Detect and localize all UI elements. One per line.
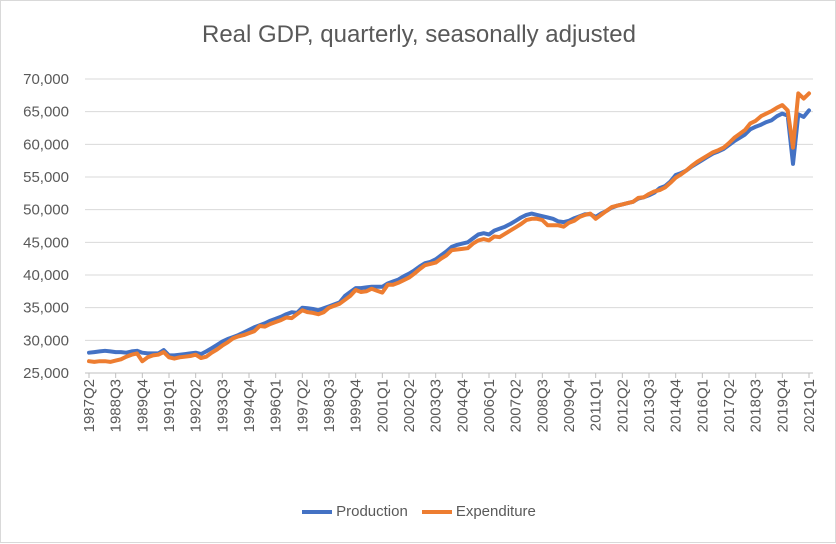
y-tick-label: 35,000 [23, 300, 69, 317]
series-line-expenditure [89, 93, 809, 362]
x-tick-label: 2018Q3 [748, 379, 765, 432]
x-tick-label: 2011Q1 [588, 379, 605, 431]
legend-label-expenditure: Expenditure [456, 503, 536, 520]
x-tick-label: 1994Q4 [241, 379, 258, 432]
legend-swatch-expenditure [422, 510, 452, 514]
x-tick-label: 1989Q4 [134, 379, 151, 432]
y-tick-label: 70,000 [23, 71, 69, 88]
y-tick-label: 65,000 [23, 104, 69, 121]
x-tick-label: 1987Q2 [81, 379, 98, 432]
x-tick-label: 2021Q1 [801, 379, 818, 432]
legend-item-expenditure: Expenditure [422, 503, 536, 520]
y-tick-label: 25,000 [23, 365, 69, 382]
x-tick-label: 2014Q4 [668, 379, 685, 432]
x-tick-label: 2019Q4 [774, 379, 791, 432]
x-tick-label: 2001Q1 [374, 379, 391, 432]
x-tick-label: 2002Q2 [401, 379, 418, 432]
y-tick-label: 60,000 [23, 136, 69, 153]
x-tick-label: 2004Q4 [454, 379, 471, 432]
legend-item-production: Production [302, 503, 408, 520]
x-tick-label: 1999Q4 [348, 379, 365, 432]
y-tick-label: 40,000 [23, 267, 69, 284]
x-tick-label: 2017Q2 [721, 379, 738, 432]
x-tick-label: 2008Q3 [534, 379, 551, 432]
x-tick-label: 2013Q3 [641, 379, 658, 432]
legend-label-production: Production [336, 503, 408, 520]
x-tick-label: 1997Q2 [294, 379, 311, 432]
legend: Production Expenditure [1, 503, 836, 520]
x-tick-label: 1992Q2 [188, 379, 205, 432]
x-tick-label: 1988Q3 [108, 379, 125, 432]
x-tick-label: 2006Q1 [481, 379, 498, 432]
x-tick-label: 1991Q1 [161, 379, 178, 432]
y-tick-label: 45,000 [23, 234, 69, 251]
x-tick-label: 2016Q1 [694, 379, 711, 432]
x-tick-label: 2012Q2 [614, 379, 631, 432]
series-line-production [89, 110, 809, 355]
x-tick-label: 2009Q4 [561, 379, 578, 432]
y-tick-label: 30,000 [23, 332, 69, 349]
x-tick-label: 1998Q3 [321, 379, 338, 432]
x-tick-label: 2003Q3 [428, 379, 445, 432]
x-tick-label: 1993Q3 [214, 379, 231, 432]
legend-swatch-production [302, 510, 332, 514]
x-tick-label: 2007Q2 [508, 379, 525, 432]
y-tick-label: 55,000 [23, 169, 69, 186]
y-tick-label: 50,000 [23, 202, 69, 219]
x-tick-label: 1996Q1 [268, 379, 285, 432]
